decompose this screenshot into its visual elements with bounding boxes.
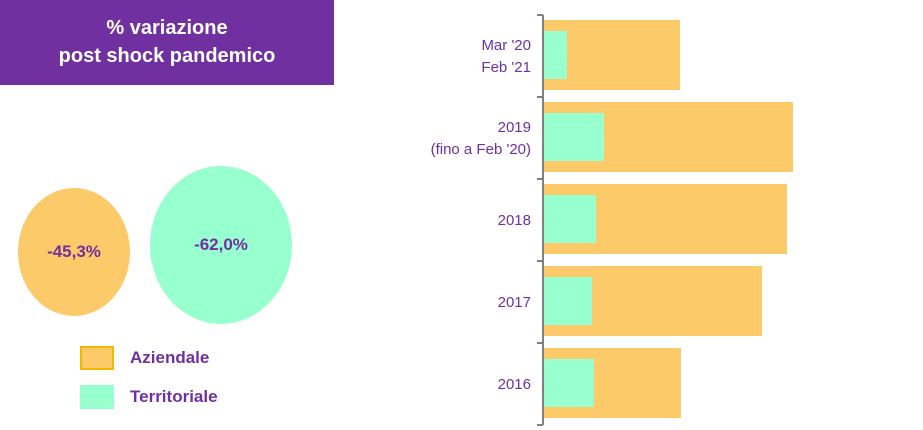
legend-swatch-aziendale xyxy=(80,346,114,370)
legend-label-aziendale: Aziendale xyxy=(130,348,210,367)
legend-swatch-territoriale xyxy=(80,385,114,409)
legend-item-aziendale: Aziendale xyxy=(80,345,209,371)
title-panel: % variazione post shock pandemico xyxy=(0,0,334,85)
category-label-0-1: Feb '21 xyxy=(481,59,531,76)
title-line-1: % variazione xyxy=(106,17,228,39)
title-line-2: post shock pandemico xyxy=(58,45,276,67)
legend-label-territoriale: Territoriale xyxy=(130,387,218,406)
category-label-1-1: (fino a Feb '20) xyxy=(431,141,531,158)
bar-territoriale-4 xyxy=(544,359,594,407)
bar-territoriale-1 xyxy=(544,113,604,161)
legend-item-territoriale: Territoriale xyxy=(80,384,218,410)
category-label-3: 2017 xyxy=(498,294,531,311)
category-label-2: 2018 xyxy=(498,212,531,229)
bar-territoriale-0 xyxy=(544,31,567,79)
territoriale-change-bubble: -62,0% xyxy=(150,166,292,324)
bar-territoriale-2 xyxy=(544,195,596,243)
category-label-4: 2016 xyxy=(498,376,531,393)
aziendale-change-label: -45,3% xyxy=(47,242,101,261)
category-label-1-0: 2019 xyxy=(498,119,531,136)
bar-territoriale-3 xyxy=(544,277,592,325)
aziendale-change-bubble: -45,3% xyxy=(18,188,130,316)
bar-chart: Mar '20 Feb '21 2019 (fino a Feb '20) 2018 20… xyxy=(431,14,793,426)
category-label-0-0: Mar '20 xyxy=(481,37,531,54)
territoriale-change-label: -62,0% xyxy=(194,235,248,254)
